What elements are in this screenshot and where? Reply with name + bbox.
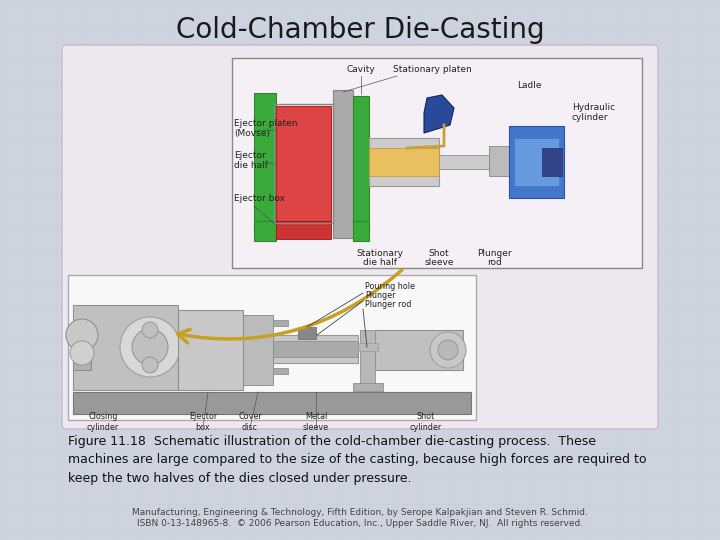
Circle shape bbox=[132, 329, 168, 365]
Bar bbox=[439, 155, 489, 169]
Bar bbox=[358, 343, 378, 351]
Bar bbox=[333, 90, 353, 238]
Bar bbox=[273, 341, 358, 357]
Text: Pouring hole: Pouring hole bbox=[365, 282, 415, 291]
Text: Metal
sleeve: Metal sleeve bbox=[303, 412, 329, 432]
Bar bbox=[514, 138, 559, 186]
Bar bbox=[73, 325, 91, 370]
Text: die half: die half bbox=[234, 161, 268, 170]
Circle shape bbox=[66, 319, 98, 351]
Text: Figure 11.18  Schematic illustration of the cold-chamber die-casting process.  T: Figure 11.18 Schematic illustration of t… bbox=[68, 435, 647, 485]
Bar bbox=[232, 58, 642, 268]
Text: sleeve: sleeve bbox=[424, 258, 454, 267]
Text: Ejector platen: Ejector platen bbox=[234, 119, 297, 128]
Text: Stationary: Stationary bbox=[356, 249, 403, 258]
FancyBboxPatch shape bbox=[62, 45, 658, 429]
Text: Plunger rod: Plunger rod bbox=[365, 300, 411, 309]
Bar bbox=[369, 148, 439, 176]
Circle shape bbox=[120, 317, 180, 377]
Text: Ejector box: Ejector box bbox=[234, 194, 285, 203]
Text: Manufacturing, Engineering & Technology, Fifth Edition, by Serope Kalpakjian and: Manufacturing, Engineering & Technology,… bbox=[132, 508, 588, 529]
FancyArrowPatch shape bbox=[178, 270, 402, 343]
Bar bbox=[73, 305, 178, 390]
Bar bbox=[274, 104, 333, 223]
Bar bbox=[276, 106, 331, 221]
Bar bbox=[353, 383, 383, 391]
Text: Closing
cylinder: Closing cylinder bbox=[87, 412, 119, 432]
Bar bbox=[542, 148, 562, 176]
Text: Ejector
box: Ejector box bbox=[189, 412, 217, 432]
Bar bbox=[509, 126, 564, 198]
Text: Shot: Shot bbox=[428, 249, 449, 258]
Text: Plunger: Plunger bbox=[477, 249, 511, 258]
Bar bbox=[178, 368, 288, 374]
Circle shape bbox=[142, 357, 158, 373]
Text: rod: rod bbox=[487, 258, 501, 267]
Text: (Movse): (Movse) bbox=[234, 129, 270, 138]
Text: Shot
cylinder: Shot cylinder bbox=[410, 412, 442, 432]
Text: Cover
disc: Cover disc bbox=[238, 412, 262, 432]
Text: cylinder: cylinder bbox=[572, 113, 608, 122]
Bar bbox=[353, 221, 369, 241]
Bar bbox=[178, 320, 288, 326]
Bar bbox=[360, 330, 375, 390]
Polygon shape bbox=[424, 95, 454, 133]
Text: Stationary platen: Stationary platen bbox=[392, 65, 472, 74]
Bar bbox=[243, 315, 273, 385]
Bar bbox=[353, 96, 369, 231]
Bar bbox=[254, 221, 276, 241]
Circle shape bbox=[438, 340, 458, 360]
Bar bbox=[369, 138, 439, 186]
Bar bbox=[276, 221, 331, 239]
Bar bbox=[298, 327, 316, 339]
Text: Cavity: Cavity bbox=[346, 65, 375, 74]
Circle shape bbox=[430, 332, 466, 368]
Circle shape bbox=[142, 322, 158, 338]
Bar bbox=[375, 330, 463, 370]
Bar bbox=[273, 335, 358, 363]
Text: Cold-Chamber Die-Casting: Cold-Chamber Die-Casting bbox=[176, 16, 544, 44]
Bar bbox=[254, 93, 276, 233]
Text: die half: die half bbox=[363, 258, 397, 267]
Circle shape bbox=[70, 341, 94, 365]
Text: Hydraulic: Hydraulic bbox=[572, 103, 615, 112]
Text: Ejector: Ejector bbox=[234, 151, 266, 160]
Bar bbox=[68, 275, 476, 420]
Bar bbox=[178, 310, 243, 390]
Bar bbox=[73, 392, 471, 414]
Bar bbox=[489, 146, 509, 176]
Text: Ladle: Ladle bbox=[517, 81, 541, 90]
Text: Plunger: Plunger bbox=[365, 291, 395, 300]
